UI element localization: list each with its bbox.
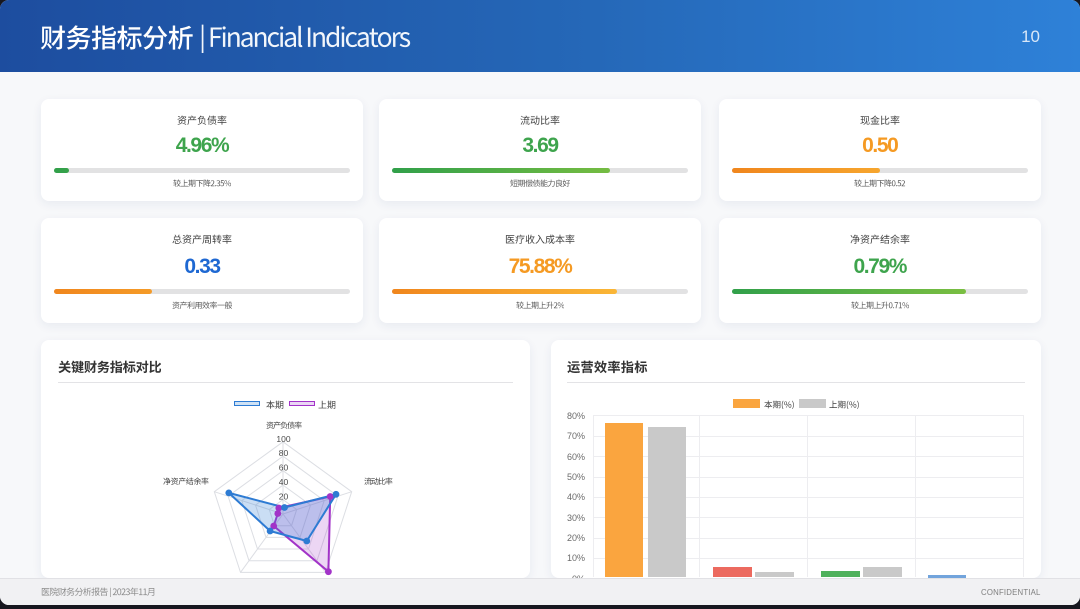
svg-text:80: 80 [279, 448, 289, 458]
svg-text:100: 100 [276, 434, 290, 444]
svg-text:40: 40 [279, 477, 289, 487]
svg-text:20: 20 [279, 492, 289, 502]
svg-text:60: 60 [279, 463, 289, 473]
